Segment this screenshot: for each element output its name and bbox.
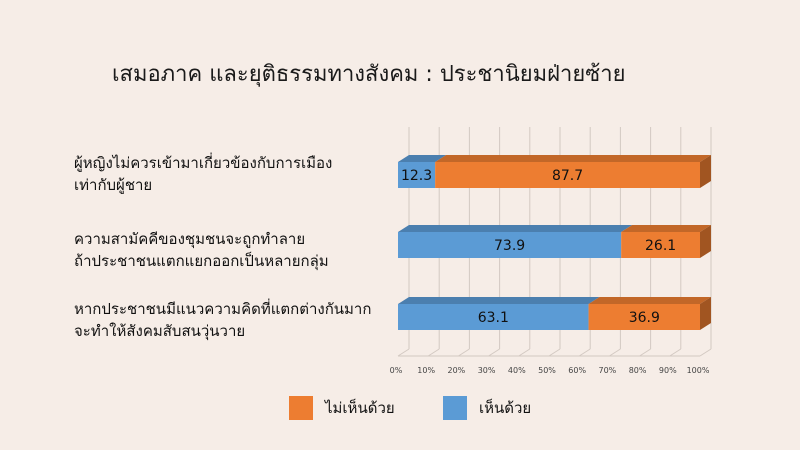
data-label: 36.9 (629, 310, 660, 326)
bar-side-face (700, 225, 711, 258)
floor-gridline (488, 348, 500, 357)
floor-gridline (639, 348, 651, 357)
bar-top-face (435, 155, 711, 162)
legend-item-disagree: ไม่เห็นด้วย (289, 396, 395, 420)
data-label: 12.3 (401, 168, 432, 184)
category-label-1-line-2: เท่ากับผู้ชาย (74, 176, 153, 194)
data-label: 26.1 (645, 238, 676, 254)
bar-top-face (588, 297, 711, 304)
bar-segment (398, 304, 589, 330)
floor-gridline (458, 348, 470, 357)
floor-gridline (397, 348, 410, 357)
floor-gridline (578, 348, 591, 357)
category-label-1: ผู้หญิงไม่ควรเข้ามาเกี่ยวข้องกับการเมือง… (74, 152, 374, 196)
category-label-3-line-1: หากประชาชนมีแนวความคิดที่แตกต่างกันมาก (74, 300, 372, 318)
category-label-1-line-1: ผู้หญิงไม่ควรเข้ามาเกี่ยวข้องกับการเมือง (74, 154, 333, 172)
chart-title: เสมอภาค และยุติธรรมทางสังคม : ประชานิยมฝ… (112, 62, 626, 87)
bar-side-face (700, 297, 711, 330)
category-label-2-line-2: ถ้าประชาชนแตกแยกออกเป็นหลายกลุ่ม (74, 252, 329, 270)
bar-segment (398, 162, 436, 188)
floor-gridline (669, 348, 682, 357)
x-tick-label: 100% (687, 366, 710, 375)
category-label-2: ความสามัคคีของชุมชนจะถูกทำลาย ถ้าประชาชน… (74, 228, 374, 272)
floor-gridline (518, 348, 531, 357)
x-tick-label: 30% (478, 366, 496, 375)
x-tick-label: 0% (390, 366, 403, 375)
floor-gridline (609, 348, 621, 357)
x-tick-label: 60% (568, 366, 586, 375)
legend-label-disagree: ไม่เห็นด้วย (325, 399, 395, 417)
x-tick-label: 80% (629, 366, 647, 375)
data-label: 63.1 (478, 310, 509, 326)
x-tick-label: 70% (599, 366, 617, 375)
bar-segment (435, 162, 700, 188)
bar-top-face (398, 297, 600, 304)
legend-item-agree: เห็นด้วย (443, 396, 531, 420)
floor-gridline (699, 348, 712, 357)
x-tick-label: 10% (417, 366, 435, 375)
data-label: 73.9 (494, 238, 525, 254)
x-tick-label: 50% (538, 366, 556, 375)
bar-top-face (398, 155, 447, 162)
legend-label-agree: เห็นด้วย (479, 399, 532, 417)
x-tick-label: 40% (508, 366, 526, 375)
legend-swatch-agree (443, 396, 467, 420)
bar-segment (621, 232, 700, 258)
bar-top-face (398, 225, 633, 232)
bar-top-face (621, 225, 711, 232)
data-label: 87.7 (552, 168, 583, 184)
bar-segment (398, 232, 622, 258)
category-label-3-line-2: จะทำให้สังคมสับสนวุ่นวาย (74, 322, 246, 340)
category-label-3: หากประชาชนมีแนวความคิดที่แตกต่างกันมาก จ… (74, 298, 374, 342)
x-tick-label: 20% (448, 366, 466, 375)
category-label-2-line-1: ความสามัคคีของชุมชนจะถูกทำลาย (74, 230, 306, 248)
floor-gridline (427, 348, 440, 357)
floor-gridline (548, 348, 561, 357)
bar-side-face (700, 155, 711, 188)
legend-swatch-disagree (289, 396, 313, 420)
x-tick-label: 90% (659, 366, 677, 375)
bar-segment (588, 304, 700, 330)
